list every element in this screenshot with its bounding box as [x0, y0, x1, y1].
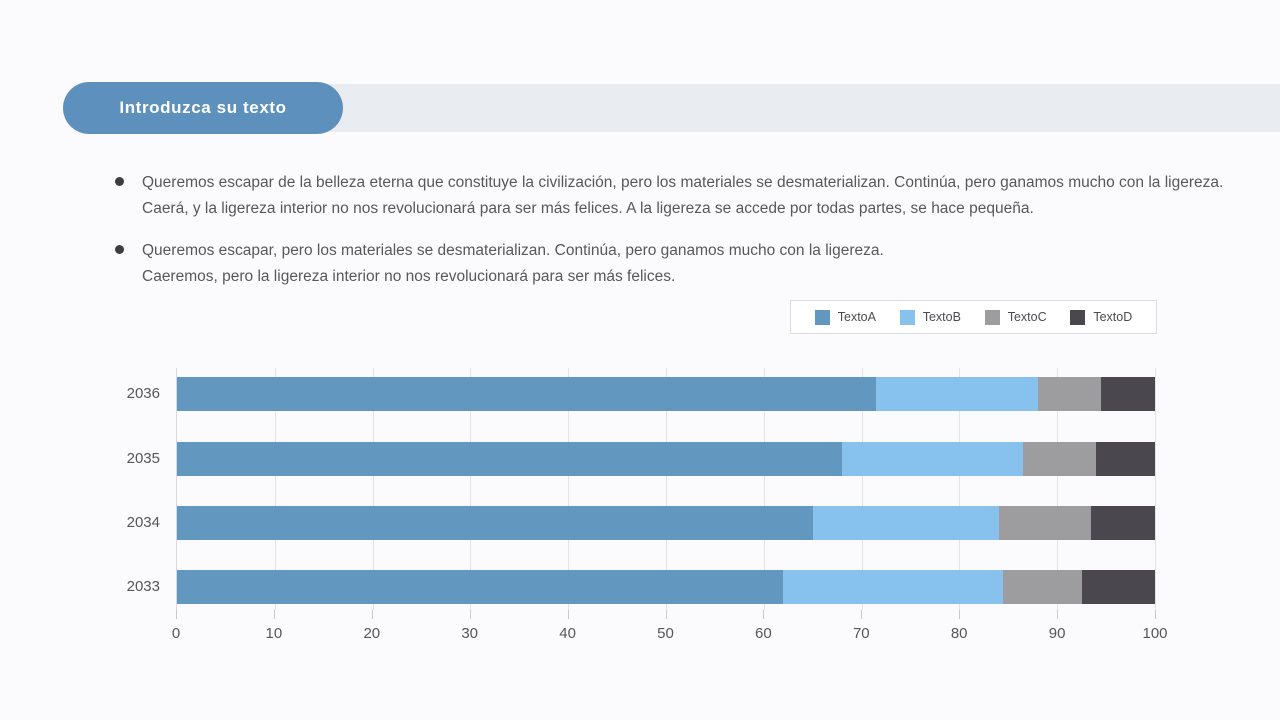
legend-swatch: [984, 309, 1000, 325]
stacked-bar-chart: 0 10 20 30 40 50 60 70 80 90 100 2036 2035 2034 2033: [0, 368, 1200, 658]
bullet-dot-icon: [115, 177, 124, 186]
x-tick-mark: [567, 610, 569, 619]
x-tick-label: 90: [1048, 625, 1066, 642]
x-tick-label: 50: [657, 625, 674, 642]
bar-segment-textoa: [177, 570, 784, 604]
x-tick-mark: [665, 610, 667, 619]
legend-label: TextoD: [1093, 310, 1133, 324]
gridline: [568, 368, 570, 610]
x-tick-mark: [469, 610, 471, 619]
bar-row: [177, 570, 1155, 604]
x-tick-label: 20: [363, 625, 381, 642]
bar-segment-textod: [1081, 570, 1155, 604]
bar-segment-textod: [1096, 442, 1155, 476]
bar-segment-textoa: [177, 377, 877, 411]
x-tick-label: 70: [852, 625, 870, 642]
gridline: [274, 368, 276, 610]
bar-row: [177, 506, 1155, 540]
bar-segment-textob: [783, 570, 1004, 604]
x-tick-mark: [763, 610, 765, 619]
x-tick-label: 0: [171, 625, 181, 642]
bullet-text: Queremos escapar, pero los materiales se…: [142, 242, 884, 285]
x-tick-label: 100: [1142, 625, 1168, 642]
x-tick-label: 30: [461, 625, 479, 642]
y-axis-label: 2035: [126, 450, 160, 467]
bar-segment-textob: [812, 506, 999, 540]
x-tick-label: 60: [755, 625, 772, 642]
bar-segment-textoa: [177, 442, 843, 476]
gridline: [1155, 368, 1156, 610]
legend-item: TextoA: [814, 309, 876, 325]
legend-label: TextoB: [922, 310, 961, 324]
slide-title: Introduzca su texto: [119, 98, 287, 117]
x-tick-mark: [1057, 610, 1059, 619]
bar-segment-textoc: [1003, 570, 1082, 604]
bar-segment-textoc: [1037, 377, 1102, 411]
x-tick-label: 10: [265, 625, 283, 642]
header-band: [200, 84, 1280, 132]
legend-label: TextoC: [1007, 310, 1047, 324]
bullet-list: Queremos escapar de la belleza eterna qu…: [115, 170, 1235, 290]
legend-label: TextoA: [837, 310, 876, 324]
bar-segment-textod: [1091, 506, 1155, 540]
x-tick-mark: [371, 610, 373, 619]
gridline: [959, 368, 961, 610]
legend-swatch: [814, 309, 830, 325]
bar-segment-textob: [876, 377, 1038, 411]
title-pill: Introduzca su texto: [63, 82, 343, 134]
x-tick-mark: [273, 610, 275, 619]
legend-item: TextoC: [984, 309, 1047, 325]
bar-segment-textoc: [1022, 442, 1097, 476]
bullet-item: Queremos escapar de la belleza eterna qu…: [115, 170, 1235, 222]
gridline: [372, 368, 374, 610]
x-tick-mark: [1155, 610, 1156, 619]
y-axis-label: 2036: [126, 385, 160, 402]
gridline: [470, 368, 472, 610]
x-tick-label: 40: [559, 625, 576, 642]
bullet-dot-icon: [115, 245, 124, 254]
x-tick-mark: [959, 610, 961, 619]
y-axis-label: 2033: [126, 578, 160, 595]
bar-row: [177, 377, 1155, 411]
chart-x-axis: 0 10 20 30 40 50 60 70 80 90 100: [172, 610, 1168, 658]
chart-plot: [176, 368, 1156, 610]
bar-segment-textod: [1101, 377, 1155, 411]
bar-segment-textob: [842, 442, 1023, 476]
gridline: [861, 368, 863, 610]
legend-item: TextoB: [899, 309, 961, 325]
bar-segment-textoa: [177, 506, 813, 540]
legend-swatch: [1070, 309, 1086, 325]
y-axis-label: 2034: [126, 514, 160, 531]
x-tick-label: 80: [950, 625, 968, 642]
x-tick-mark: [861, 610, 863, 619]
legend-item: TextoD: [1070, 309, 1133, 325]
bullet-item: Queremos escapar, pero los materiales se…: [115, 238, 1235, 290]
bullet-text: Queremos escapar de la belleza eterna qu…: [142, 174, 1224, 217]
x-tick-mark: [176, 610, 177, 619]
bar-segment-textoc: [998, 506, 1092, 540]
legend-swatch: [899, 309, 915, 325]
gridline: [666, 368, 667, 610]
gridline: [763, 368, 765, 610]
bar-row: [177, 442, 1155, 476]
chart-legend: TextoA TextoB TextoC TextoD: [790, 300, 1157, 334]
gridline: [1057, 368, 1059, 610]
